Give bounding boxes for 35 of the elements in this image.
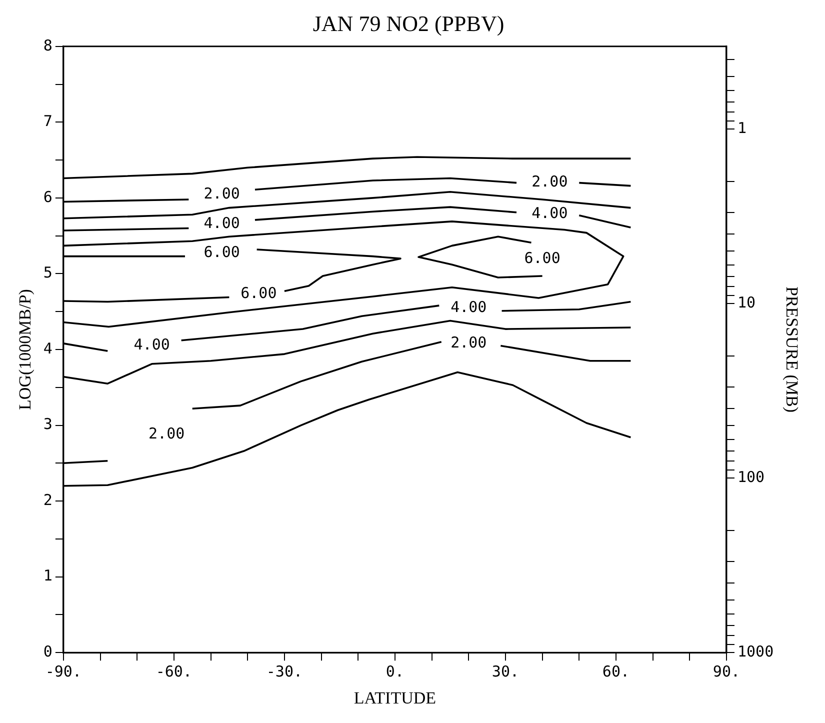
y2-tick-label: 1000 [737, 642, 774, 660]
series-label: 6.00 [240, 284, 277, 302]
chart-title: JAN 79 NO2 (PPBV) [312, 10, 504, 36]
series-label: 6.00 [524, 249, 560, 268]
y2-axis-title: PRESSURE (MB) [782, 286, 802, 413]
x-tick-label: 60. [602, 662, 630, 680]
y-tick-label: 2 [43, 490, 52, 509]
x-tick-label: 0. [386, 662, 404, 680]
text: 6.00 [204, 242, 240, 261]
text: 4.00 [134, 336, 170, 354]
series-label: 2.00 [532, 172, 568, 191]
y2-tick-label: 10 [737, 294, 756, 312]
x-tick-label: -60. [156, 662, 192, 680]
y-tick-label: 0 [43, 642, 52, 660]
y-axis-title: LOG(1000MB/P) [16, 289, 35, 410]
y-tick-label: 3 [43, 415, 52, 434]
text: 4.00 [204, 214, 240, 232]
y-tick-label: 7 [43, 112, 52, 130]
y2-tick-label: 100 [737, 468, 765, 486]
y-tick-label: 8 [43, 36, 52, 54]
y-tick-label: 6 [43, 188, 52, 206]
series-label: 2.00 [450, 334, 487, 352]
x-tick-label: -30. [266, 662, 303, 680]
text: 2.00 [148, 424, 185, 443]
text: 2.00 [204, 184, 240, 202]
y-tick-label: 5 [43, 264, 52, 282]
x-axis-title: LATITUDE [354, 688, 436, 708]
x-tick-label: -90. [45, 662, 82, 680]
x-tick-label: 30. [492, 662, 520, 680]
y-tick-label: 4 [43, 339, 52, 358]
series-label: 4.00 [532, 204, 568, 222]
y2-tick-label: 1 [737, 119, 747, 138]
y-tick-label: 1 [43, 566, 52, 585]
x-tick-label: 90. [712, 662, 740, 680]
series-label: 4.00 [450, 298, 487, 316]
